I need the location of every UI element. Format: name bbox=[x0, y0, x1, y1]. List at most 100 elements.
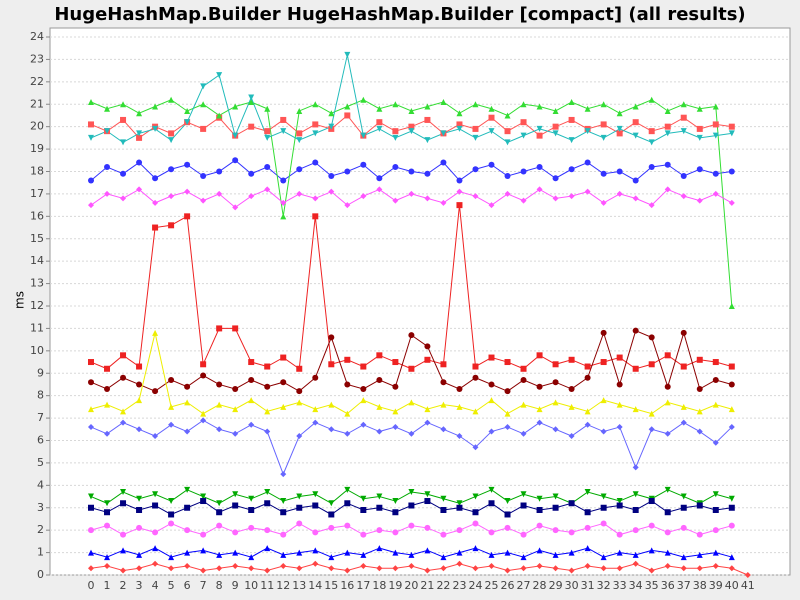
marker bbox=[184, 107, 191, 114]
marker bbox=[328, 511, 335, 518]
marker bbox=[216, 190, 223, 197]
marker bbox=[360, 161, 367, 168]
marker bbox=[312, 529, 319, 536]
x-tick-label: 12 bbox=[276, 579, 290, 592]
marker bbox=[152, 560, 159, 567]
x-tick-label: 1 bbox=[104, 579, 111, 592]
marker bbox=[568, 567, 575, 574]
marker bbox=[472, 374, 479, 381]
marker bbox=[360, 421, 367, 428]
marker bbox=[440, 130, 447, 137]
marker bbox=[344, 500, 351, 507]
y-tick-label: 9 bbox=[37, 366, 44, 379]
marker bbox=[584, 545, 591, 552]
marker bbox=[632, 527, 639, 534]
marker bbox=[680, 101, 687, 108]
marker bbox=[344, 522, 351, 529]
marker bbox=[632, 551, 639, 558]
x-tick-label: 33 bbox=[613, 579, 627, 592]
marker bbox=[648, 202, 655, 209]
marker bbox=[472, 134, 479, 141]
marker bbox=[408, 365, 415, 372]
marker bbox=[440, 565, 447, 572]
marker bbox=[152, 125, 159, 132]
marker bbox=[312, 560, 319, 567]
marker bbox=[520, 491, 527, 498]
marker bbox=[248, 565, 255, 572]
marker bbox=[616, 401, 623, 408]
marker bbox=[472, 101, 479, 108]
marker bbox=[712, 376, 719, 383]
marker bbox=[600, 397, 607, 404]
marker bbox=[424, 419, 431, 426]
marker bbox=[584, 489, 591, 496]
marker bbox=[264, 105, 271, 112]
marker bbox=[168, 554, 175, 561]
marker bbox=[264, 383, 271, 390]
marker bbox=[616, 125, 623, 132]
marker bbox=[216, 168, 223, 175]
x-tick-label: 39 bbox=[709, 579, 723, 592]
y-tick-label: 6 bbox=[37, 434, 44, 447]
marker bbox=[296, 137, 303, 144]
marker bbox=[296, 399, 303, 406]
marker bbox=[488, 114, 495, 121]
marker bbox=[600, 359, 607, 366]
marker bbox=[472, 520, 479, 527]
marker bbox=[264, 128, 271, 135]
marker bbox=[248, 123, 255, 130]
marker bbox=[264, 545, 271, 552]
marker bbox=[568, 529, 575, 536]
marker bbox=[664, 186, 671, 193]
marker bbox=[248, 524, 255, 531]
marker bbox=[552, 195, 559, 202]
marker bbox=[152, 491, 159, 498]
marker bbox=[552, 123, 559, 130]
y-tick-label: 5 bbox=[37, 456, 44, 469]
y-tick-label: 4 bbox=[37, 478, 44, 491]
marker bbox=[232, 549, 239, 556]
marker bbox=[216, 72, 223, 79]
marker bbox=[360, 531, 367, 538]
marker bbox=[136, 134, 143, 141]
marker bbox=[696, 408, 703, 415]
marker bbox=[280, 354, 287, 361]
x-tick-label: 17 bbox=[356, 579, 370, 592]
marker bbox=[440, 506, 447, 513]
marker bbox=[344, 356, 351, 363]
marker bbox=[488, 128, 495, 135]
y-tick-label: 13 bbox=[30, 277, 44, 290]
marker bbox=[680, 329, 687, 336]
marker bbox=[136, 565, 143, 572]
marker bbox=[392, 128, 399, 135]
marker bbox=[600, 428, 607, 435]
marker bbox=[680, 493, 687, 500]
marker bbox=[712, 170, 719, 177]
marker bbox=[296, 565, 303, 572]
marker bbox=[376, 125, 383, 132]
marker bbox=[184, 119, 191, 126]
x-tick-label: 35 bbox=[645, 579, 659, 592]
marker bbox=[296, 520, 303, 527]
marker bbox=[456, 385, 463, 392]
marker bbox=[152, 502, 159, 509]
marker bbox=[392, 565, 399, 572]
marker bbox=[728, 406, 735, 413]
marker bbox=[600, 520, 607, 527]
marker bbox=[456, 504, 463, 511]
marker bbox=[200, 372, 207, 379]
marker bbox=[520, 132, 527, 139]
x-tick-label: 13 bbox=[292, 579, 306, 592]
marker bbox=[456, 560, 463, 567]
marker bbox=[296, 504, 303, 511]
marker bbox=[440, 531, 447, 538]
marker bbox=[376, 403, 383, 410]
marker bbox=[696, 134, 703, 141]
marker bbox=[712, 506, 719, 513]
y-tick-label: 20 bbox=[30, 120, 44, 133]
marker bbox=[632, 506, 639, 513]
marker bbox=[104, 190, 111, 197]
marker bbox=[104, 401, 111, 408]
marker bbox=[344, 381, 351, 388]
marker bbox=[456, 177, 463, 184]
